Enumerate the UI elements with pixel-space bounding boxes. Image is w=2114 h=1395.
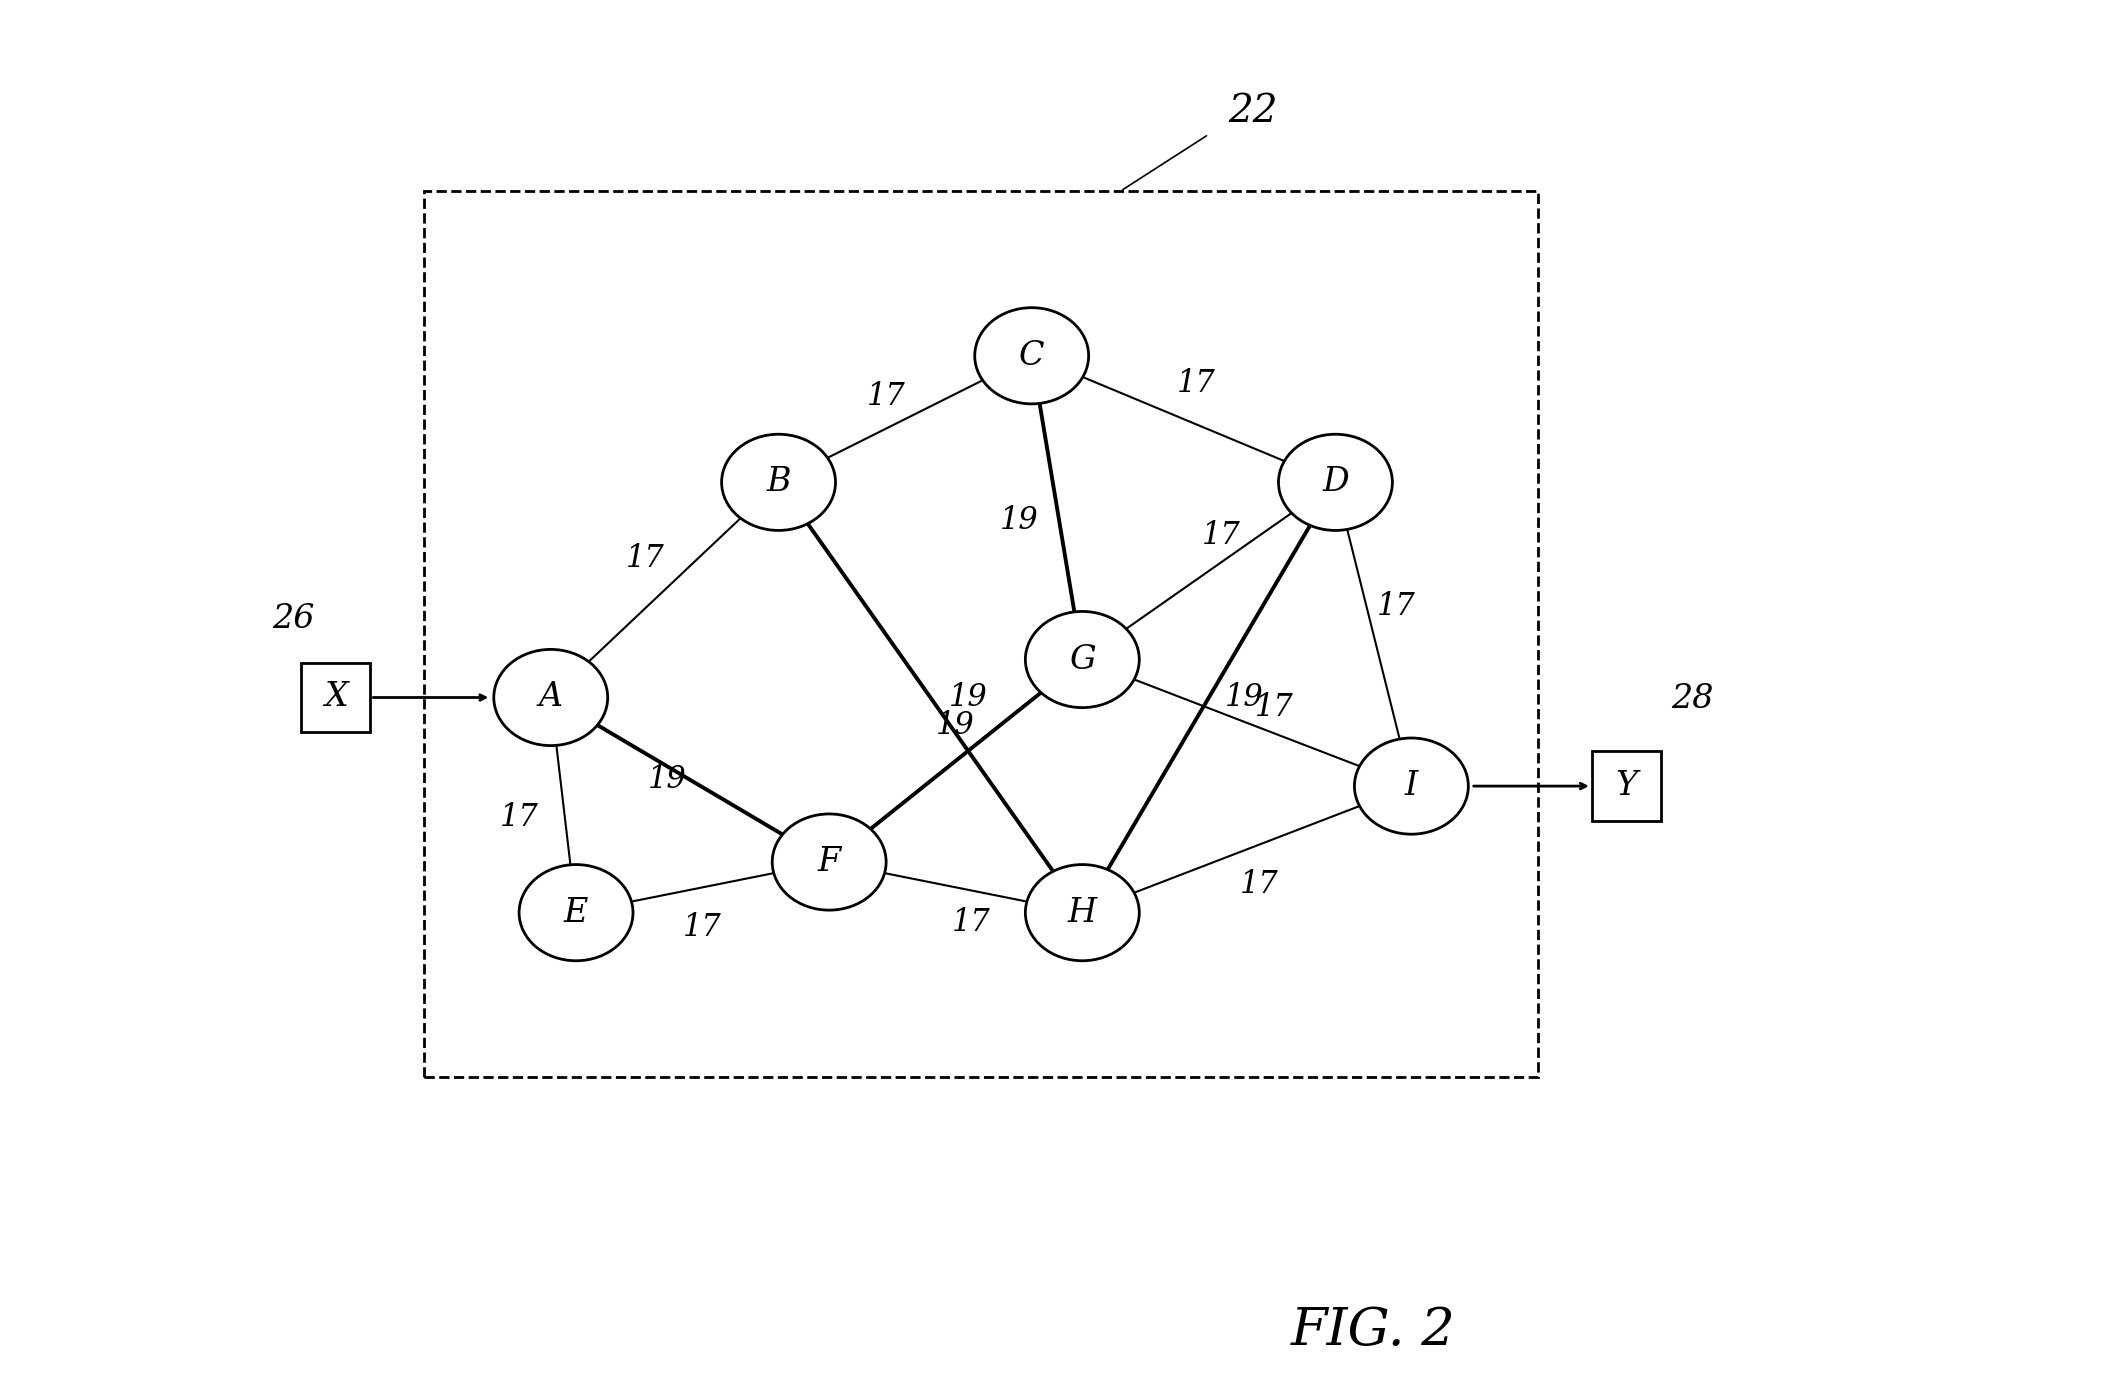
Ellipse shape: [1355, 738, 1469, 834]
Ellipse shape: [772, 813, 886, 910]
Ellipse shape: [1279, 434, 1393, 530]
Text: Y: Y: [1615, 770, 1638, 802]
Text: 17: 17: [1256, 692, 1294, 723]
Text: 28: 28: [1670, 682, 1712, 714]
Text: F: F: [818, 845, 841, 877]
Text: 26: 26: [273, 603, 315, 635]
Text: 22: 22: [1228, 92, 1277, 130]
Text: D: D: [1321, 466, 1349, 498]
Text: 17: 17: [499, 802, 539, 833]
Text: G: G: [1070, 643, 1095, 675]
Text: 19: 19: [1000, 505, 1038, 536]
Text: 19: 19: [1224, 682, 1264, 713]
Text: 17: 17: [1241, 869, 1279, 900]
Bar: [425, 191, 1539, 1077]
Text: 19: 19: [937, 710, 975, 741]
Text: 17: 17: [1376, 591, 1416, 622]
Text: 17: 17: [683, 912, 723, 943]
Text: B: B: [765, 466, 791, 498]
Text: 17: 17: [867, 381, 905, 412]
Ellipse shape: [520, 865, 632, 961]
Bar: [1592, 752, 1662, 820]
Ellipse shape: [975, 308, 1089, 405]
Bar: [300, 663, 370, 732]
Ellipse shape: [721, 434, 835, 530]
Text: 19: 19: [949, 682, 987, 713]
Text: H: H: [1068, 897, 1097, 929]
Text: 17: 17: [626, 543, 666, 573]
Text: X: X: [323, 682, 347, 713]
Text: 17: 17: [951, 907, 989, 939]
Text: FIG. 2: FIG. 2: [1292, 1304, 1457, 1356]
Text: I: I: [1406, 770, 1418, 802]
Ellipse shape: [495, 650, 607, 745]
Text: C: C: [1019, 340, 1044, 372]
Ellipse shape: [1025, 865, 1139, 961]
Text: 17: 17: [1177, 368, 1216, 399]
Ellipse shape: [1025, 611, 1139, 707]
Text: 17: 17: [1203, 520, 1241, 551]
Text: E: E: [564, 897, 588, 929]
Text: 19: 19: [647, 764, 687, 795]
Text: A: A: [539, 682, 562, 713]
